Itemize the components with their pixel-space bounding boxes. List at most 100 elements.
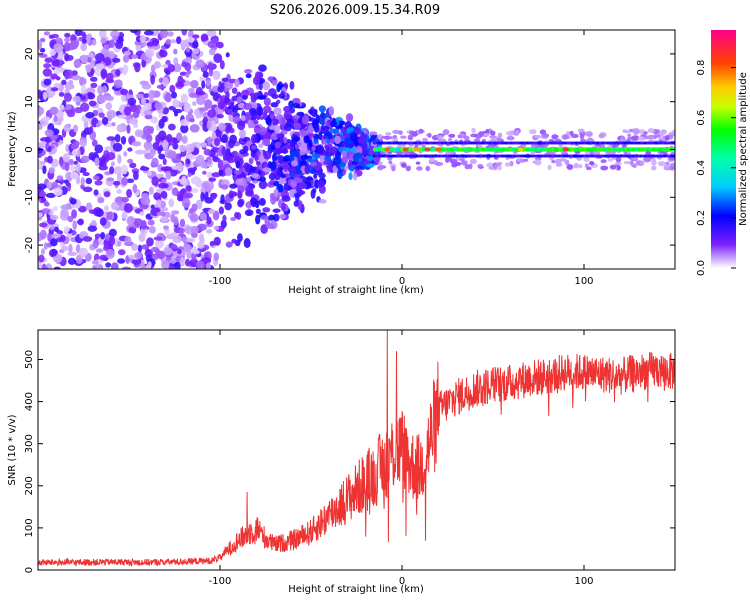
spectrogram-cell [82, 186, 93, 193]
spectrogram-cell [178, 227, 185, 234]
spectrogram-cell [140, 196, 151, 206]
spectrogram-cell [272, 148, 280, 154]
spectrogram-cell [230, 217, 236, 222]
spectrogram-cell [469, 158, 477, 165]
spectrogram-cell [355, 152, 363, 159]
spectrogram-cell [50, 248, 58, 257]
spectrogram-cell [148, 186, 154, 195]
spectrogram-cell [170, 257, 177, 264]
spectrogram-cell [161, 115, 168, 123]
spectrogram-cell [283, 110, 292, 120]
spectrogram-cell [213, 252, 220, 262]
spectrogram-cell [96, 94, 107, 104]
snr-ytick-label: 200 [24, 476, 35, 495]
spectrogram-cell [172, 142, 179, 150]
spectrogram-cell [121, 211, 128, 220]
spectrogram-cell [228, 127, 235, 134]
spectrogram-cell [128, 226, 135, 234]
spectrogram-cell [173, 111, 179, 117]
spectrogram-cell [645, 151, 652, 156]
spectrogram-cell [345, 113, 354, 122]
snr-ytick-label: 400 [24, 392, 35, 411]
spectrogram-cell [82, 236, 93, 242]
spectrogram-cell [104, 95, 114, 101]
spectrogram-cell [172, 235, 182, 244]
spectrogram-cell [239, 129, 246, 139]
spectrogram-cell [217, 101, 226, 110]
spectrogram-cell [274, 141, 281, 149]
spectrogram-cell [150, 74, 156, 85]
spectrogram-cell [188, 118, 195, 123]
spectrogram-cell [317, 144, 324, 154]
spectrogram-cell [115, 69, 121, 77]
spectrogram-cell [316, 179, 324, 188]
spectrogram-cell [600, 159, 607, 164]
spectrogram-cell [135, 93, 144, 99]
spectrogram-cell [153, 236, 163, 241]
spectrogram-cell [493, 165, 498, 171]
spectrogram-cell [400, 135, 407, 139]
spectrogram-cell [225, 126, 231, 134]
spectrogram-cell [80, 177, 86, 186]
spectrogram-cell [144, 114, 153, 120]
spectrogram-cell [190, 225, 199, 234]
spectrogram-cell [68, 158, 74, 164]
spectrogram-cell [106, 136, 116, 141]
spectrogram-cell [205, 262, 211, 269]
spectrogram-cell [158, 145, 164, 152]
spectrogram-cell [127, 158, 134, 164]
spectrogram-cell [286, 118, 295, 128]
spectrogram-cell [598, 133, 605, 139]
spectrogram-cell [447, 138, 453, 142]
spectrogram-cell [127, 147, 133, 152]
spectrogram-cell [517, 147, 524, 152]
spectrogram-cell [80, 54, 89, 64]
spectrogram-cell [105, 152, 116, 161]
spectrogram-cell [158, 153, 166, 160]
spectrogram-cell [369, 131, 378, 136]
spectrogram-cell [258, 180, 268, 190]
spectrogram-cell [63, 124, 71, 133]
spectrogram-cell [180, 124, 189, 134]
spectrogram-cell [234, 79, 240, 88]
spectrogram-cell [166, 150, 177, 159]
spectrogram-cell [206, 120, 212, 130]
spectrogram-cell [384, 136, 392, 140]
spectrogram-cell [569, 130, 574, 136]
spectrogram-cell [333, 156, 342, 165]
spectrogram-cell [145, 248, 151, 254]
spectrogram-cell [40, 196, 46, 203]
spectrogram-cell [191, 245, 198, 255]
spectrogram-cells [38, 30, 675, 269]
spectrogram-cell [293, 122, 301, 131]
spectrogram-cell [238, 191, 243, 199]
spectrogram-cell [67, 251, 78, 256]
spectrogram-cell [134, 62, 141, 73]
spectrogram-cell [109, 166, 115, 175]
spectrogram-cell [208, 208, 215, 215]
spectrogram-cell [270, 102, 279, 108]
spectrogram-cell [201, 80, 206, 89]
spectrogram-cell [44, 57, 53, 63]
spectrogram-cell [185, 143, 195, 153]
spectrogram-cell [438, 143, 444, 148]
spectrogram-cell [643, 131, 648, 135]
spectrogram-cell [653, 134, 661, 138]
spectrogram-cell [229, 134, 238, 144]
spectrogram-cell [90, 82, 98, 89]
spectrogram-cell [276, 83, 281, 93]
spectrogram-cell [202, 170, 207, 175]
spectrogram-cell [243, 103, 252, 111]
spectrogram-cell [120, 88, 129, 96]
spectrogram-cell [478, 133, 484, 138]
spectrogram-cell [566, 164, 574, 171]
spectrogram-cell [273, 180, 280, 187]
spectrogram-cell [173, 216, 179, 226]
spectrogram-cell [60, 204, 70, 211]
spectrogram-cell [104, 171, 111, 176]
spectrogram-cell [191, 203, 198, 212]
colorbar: 0.0 0.2 0.4 0.6 0.8 Normalized spectral ampl… [696, 30, 749, 276]
spectrogram-cell [123, 151, 128, 157]
spectrogram-cell [85, 34, 91, 45]
spectrogram-cell [91, 38, 97, 46]
